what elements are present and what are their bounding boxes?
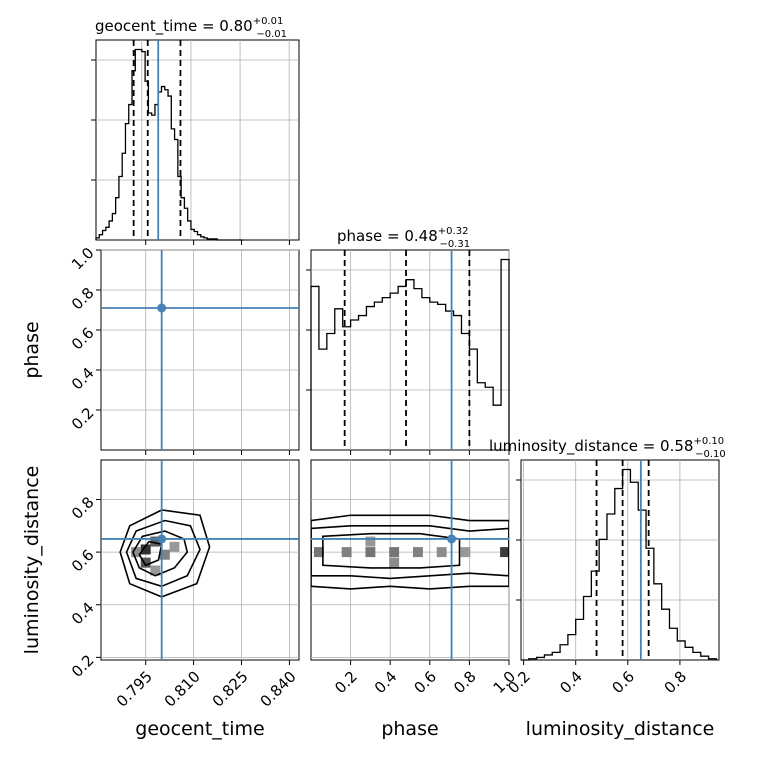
y-axis-title-phase: phase (21, 321, 43, 378)
x-tick-label: 0.4 (556, 668, 586, 698)
y-tick-label: 0.4 (68, 599, 98, 629)
x-tick-label: 0.810 (161, 668, 204, 711)
x-tick-label: 0.795 (113, 668, 156, 711)
contour-level (136, 258, 190, 446)
panel-phase-luminosity-distance (310, 459, 510, 661)
y-tick-label: 0.2 (68, 651, 98, 681)
histogram-geocent-time (95, 48, 244, 241)
density-cell (500, 547, 509, 558)
panel-geocent-time-histogram (95, 39, 300, 241)
y-tick-label: 0.6 (68, 546, 98, 576)
contour-level (311, 514, 509, 590)
y-tick-label: 0.4 (68, 364, 98, 394)
contour-level (311, 524, 509, 580)
title-geocent-time: geocent_time = 0.80+0.01 −0.01 (95, 16, 287, 40)
x-tick-label: 0.6 (410, 668, 440, 698)
density-cell (140, 544, 151, 555)
contour-group (117, 254, 213, 446)
contour-level (127, 254, 204, 446)
density-cell (140, 557, 151, 568)
contour-level (117, 254, 213, 446)
y-tick-label: 1.0 (68, 244, 98, 274)
density-cell (150, 565, 161, 576)
density-cells (313, 536, 509, 568)
density-cell (460, 547, 471, 558)
density-cell (131, 547, 142, 558)
contour-group (119, 509, 211, 598)
density-cell (159, 549, 170, 560)
panel-geocent-time-luminosity-distance (100, 459, 300, 661)
x-tick-label: 0.8 (661, 668, 691, 698)
density-cell (170, 329, 180, 339)
y-tick-label: 0.8 (68, 493, 98, 523)
contour-level (322, 532, 461, 569)
x-axis-title-phase: phase (381, 718, 438, 740)
panel-geocent-time-phase (100, 249, 300, 451)
density-cell (341, 547, 352, 558)
x-axis-title-luminosity-distance: luminosity_distance (526, 718, 715, 740)
density-cell (365, 536, 376, 547)
x-axis-title-geocent-time: geocent_time (135, 718, 264, 740)
density-cell (169, 541, 180, 552)
density-cell (365, 547, 376, 558)
x-tick-label: 0.8 (450, 668, 480, 698)
contour-level (119, 509, 211, 598)
truth-marker (447, 534, 457, 544)
title-luminosity-distance: luminosity_distance = 0.58+0.10 −0.10 (489, 436, 726, 460)
x-tick-label: 0.4 (371, 668, 401, 698)
truth-marker (157, 303, 167, 313)
density-cell (150, 536, 161, 547)
title-phase: phase = 0.48+0.32 −0.31 (337, 226, 470, 250)
panel-luminosity-distance-histogram (520, 459, 720, 661)
density-cells (122, 253, 199, 443)
density-cell (436, 547, 447, 558)
truth-marker (157, 534, 167, 544)
x-tick-label: 0.825 (209, 668, 252, 711)
y-tick-label: 0.6 (68, 324, 98, 354)
density-cell (313, 547, 324, 558)
density-cell (389, 557, 400, 568)
x-tick-label: 0.2 (331, 668, 361, 698)
histogram-phase (310, 258, 510, 450)
contour-level (138, 540, 163, 567)
x-tick-label: 0.840 (257, 668, 300, 711)
density-cell (179, 375, 189, 385)
y-tick-label: 0.8 (68, 284, 98, 314)
density-cell (150, 341, 160, 351)
density-cell (179, 345, 189, 355)
density-cell (389, 547, 400, 558)
density-cell (122, 253, 132, 263)
histogram-luminosity-distance (521, 468, 718, 661)
y-axis-title-luminosity-distance: luminosity_distance (21, 466, 43, 655)
y-tick-label: 0.2 (68, 404, 98, 434)
contour-level (125, 519, 201, 588)
x-tick-label: 0.6 (608, 668, 638, 698)
contour-level (132, 530, 189, 577)
density-cell (412, 547, 423, 558)
density-cells (131, 536, 180, 576)
contour-group (311, 514, 509, 590)
